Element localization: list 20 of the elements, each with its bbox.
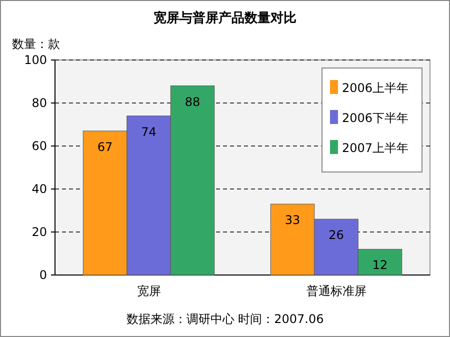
data-label: 12 (372, 258, 388, 272)
data-label: 88 (184, 94, 200, 109)
source-note: 数据来源：调研中心 时间：2007.06 (126, 312, 324, 326)
legend-label: 2006上半年 (342, 81, 409, 95)
data-label: 67 (97, 140, 113, 154)
data-label: 26 (328, 228, 344, 242)
data-label: 74 (141, 124, 156, 139)
legend-label: 2007上半年 (342, 141, 409, 155)
y-tick-label: 100 (24, 53, 47, 67)
y-tick-label: 80 (32, 96, 47, 110)
y-axis-title: 数量：款 (12, 37, 60, 51)
x-tick-label: 宽屏 (136, 284, 161, 298)
chart-title: 宽屏与普屏产品数量对比 (154, 10, 296, 26)
legend-label: 2006下半年 (342, 111, 409, 125)
y-tick-label: 60 (32, 139, 47, 153)
data-label: 33 (284, 213, 300, 228)
y-tick-label: 0 (39, 268, 47, 282)
y-tick-label: 20 (32, 225, 47, 239)
x-tick-label: 普通标准屏 (306, 284, 366, 298)
y-tick-label: 40 (32, 182, 47, 196)
